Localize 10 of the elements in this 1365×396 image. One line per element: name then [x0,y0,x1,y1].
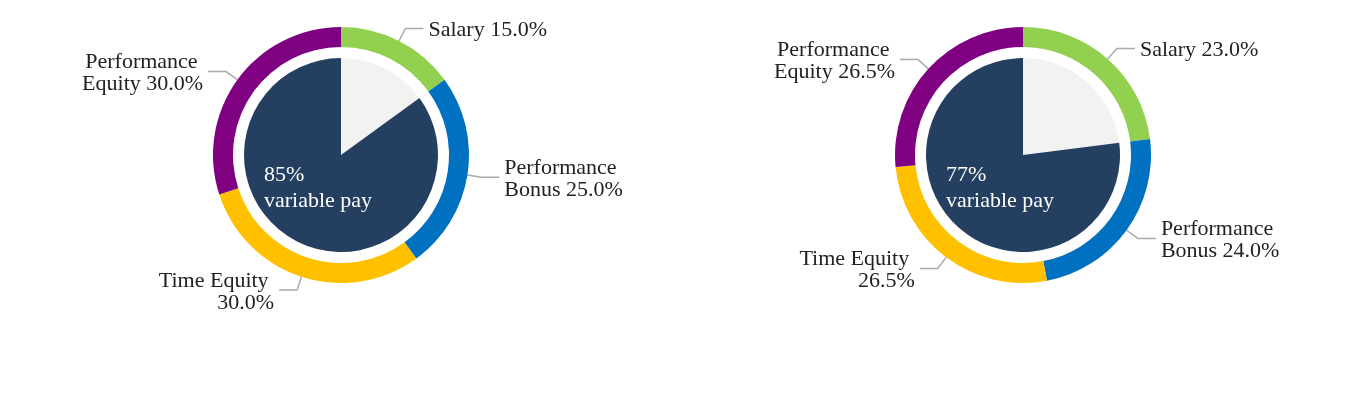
text: 85% variable pay [264,160,373,212]
slice-label: Performance Equity 26.5% [773,35,895,83]
slice-label: Time Equity [158,266,275,292]
slice-label: Performance Bonus 24.0% [1160,214,1280,262]
slice-label: Salary 15.0% [428,15,547,41]
text: 77% variable pay [946,160,1055,212]
slice-label: Performance Bonus 25.0% [504,153,623,201]
slice-label: Salary 23.0% [1139,35,1259,61]
slice-label: Time Equity [799,245,915,271]
slice-label: Performance Equity 30.0% [82,48,204,96]
